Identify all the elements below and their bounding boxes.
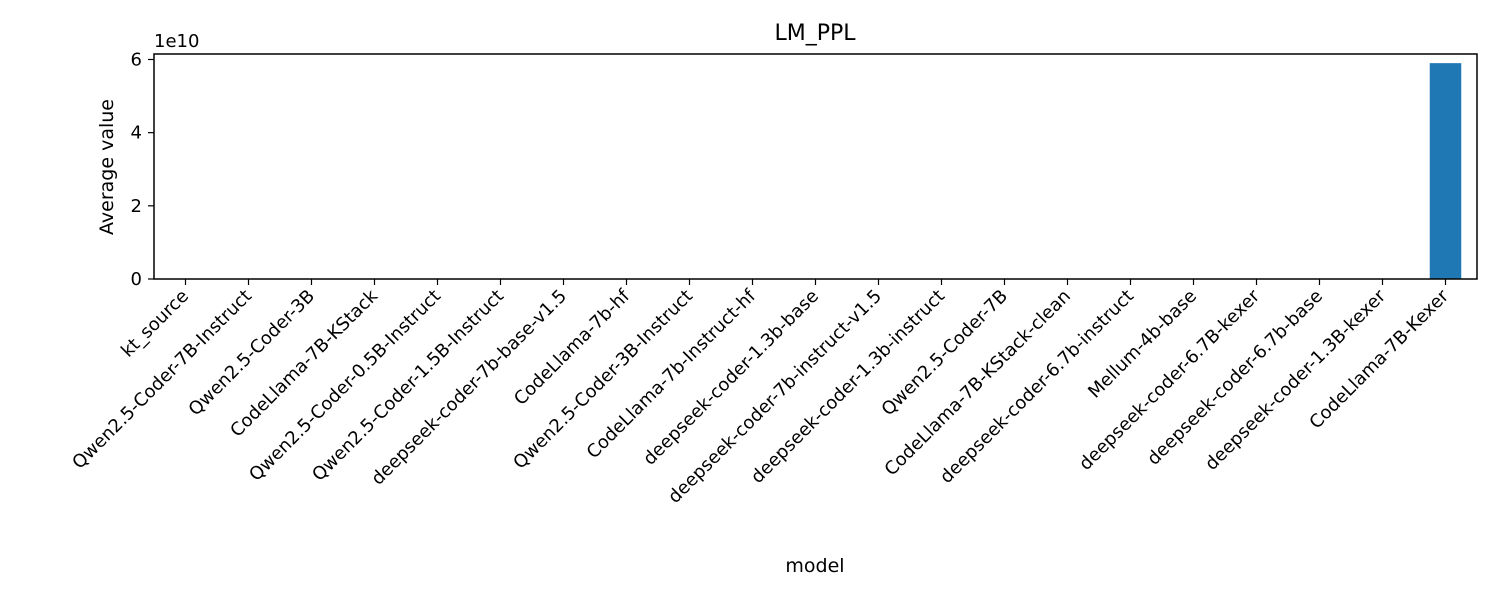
y-tick-label: 0 bbox=[131, 269, 142, 290]
y-axis-multiplier: 1e10 bbox=[154, 31, 199, 52]
y-tick-label: 4 bbox=[131, 123, 142, 144]
x-tick-label: CodeLlama-7b-hf bbox=[510, 285, 634, 409]
plot-frame bbox=[153, 53, 1478, 280]
y-tick-label: 2 bbox=[131, 196, 142, 217]
x-tick-label: Mellum-4b-base bbox=[1084, 286, 1201, 403]
x-axis-label: model bbox=[785, 555, 844, 577]
y-axis-label: Average value bbox=[96, 99, 118, 235]
y-tick-label: 6 bbox=[131, 49, 142, 70]
bar bbox=[1429, 63, 1462, 280]
chart-title: LM_PPL bbox=[774, 21, 856, 46]
